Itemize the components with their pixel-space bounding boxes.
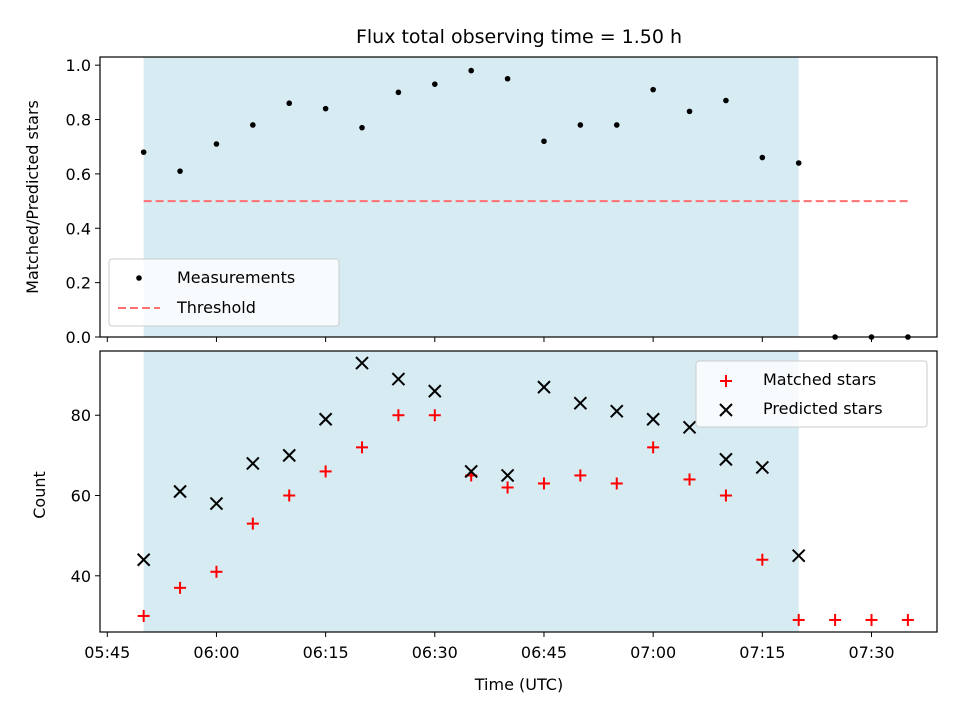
legend-predicted-label: Predicted stars: [763, 399, 883, 418]
matched-star-point: [683, 473, 696, 486]
predicted-star-point: [610, 404, 624, 418]
top-legend-box: [108, 258, 340, 327]
top-y-tick-label: 0.2: [66, 274, 91, 293]
top-y-tick-label: 0.0: [66, 328, 91, 347]
predicted-star-point: [646, 412, 660, 426]
bottom-panel: 40 60 80 05:45 06:00 06:15 06:30 06:45 07:00 07:…: [30, 350, 938, 694]
measurement-point: [468, 67, 474, 74]
legend-predicted-marker: [719, 403, 733, 417]
measurement-point: [359, 124, 365, 131]
x-tick-label: 06:00: [193, 643, 239, 662]
bottom-legend: Matched stars Predicted stars: [695, 360, 928, 428]
matched-star-point: [501, 481, 514, 494]
bottom-axes-frame: [99, 350, 938, 633]
measurement-point: [759, 154, 766, 161]
matched-star-point: [283, 489, 296, 502]
legend-matched-label: Matched stars: [763, 370, 876, 389]
bottom-legend-box: [695, 360, 928, 428]
predicted-star-point: [428, 384, 442, 398]
top-y-tick-label: 1.0: [66, 56, 91, 75]
matched-star-point: [792, 613, 805, 626]
x-tick-label: 05:45: [84, 643, 130, 662]
matched-star-point: [719, 489, 732, 502]
matched-star-point: [356, 441, 369, 454]
measurement-point: [686, 108, 693, 115]
matched-star-point: [647, 441, 660, 454]
measurement-point: [795, 160, 802, 166]
predicted-star-point: [573, 396, 588, 410]
predicted-star-point: [246, 456, 260, 471]
matched-star-point: [246, 517, 259, 530]
top-axes-frame: [99, 56, 938, 338]
legend-matched-marker: [720, 375, 732, 387]
matched-star-point: [428, 409, 441, 422]
matched-star-point: [537, 477, 550, 490]
measurement-point: [577, 122, 584, 128]
predicted-star-point: [173, 484, 187, 499]
measurement-point: [723, 97, 729, 104]
chart-title: Flux total observing time = 1.50 h: [356, 26, 682, 48]
measurement-point: [504, 75, 511, 82]
predicted-star-point: [464, 464, 478, 479]
measurement-point: [177, 168, 183, 174]
measurement-point: [286, 100, 293, 107]
x-tick-label: 06:15: [303, 643, 349, 662]
legend-threshold-label: Threshold: [176, 298, 256, 317]
x-tick-label: 07:00: [630, 643, 676, 662]
matched-star-point: [901, 613, 914, 626]
matched-star-point: [137, 609, 150, 622]
matched-star-point: [210, 565, 223, 578]
top-legend: Measurements Threshold: [108, 258, 340, 327]
matched-star-point: [865, 613, 878, 626]
bot-y-tick-label: 40: [71, 567, 91, 586]
top-y-tick-label: 0.4: [66, 219, 91, 238]
x-tick-label: 07:15: [739, 643, 785, 662]
predicted-star-point: [318, 412, 333, 426]
matched-star-point: [829, 613, 842, 626]
legend-measurements-marker: [136, 275, 142, 281]
predicted-star-point: [755, 460, 770, 475]
legend-measurements-label: Measurements: [177, 268, 295, 287]
predicted-star-point: [355, 356, 369, 370]
predicted-star-point: [391, 372, 406, 386]
predicted-star-point: [282, 448, 296, 463]
x-axis-label: Time (UTC): [474, 675, 563, 694]
matched-star-point: [610, 477, 623, 490]
matched-star-point: [756, 553, 769, 566]
top-y-tick-label: 0.6: [66, 165, 91, 184]
predicted-star-point: [537, 380, 551, 394]
x-tick-label: 06:45: [521, 643, 567, 662]
observing-window-bottom: [143, 351, 799, 632]
measurement-point: [432, 81, 438, 87]
x-tick-label: 07:30: [848, 643, 894, 662]
predicted-star-point: [136, 553, 151, 567]
top-y-tick-label: 0.8: [66, 111, 91, 130]
bot-y-tick-label: 80: [71, 406, 91, 425]
matched-star-point: [319, 465, 332, 478]
bottom-y-axis-label: Count: [30, 471, 49, 519]
measurement-point: [140, 149, 147, 155]
measurement-point: [395, 89, 402, 96]
measurement-point: [613, 122, 620, 128]
top-panel: 0.0 0.2 0.4 0.6 0.8 1.0 Matched/Predicted sta…: [23, 56, 938, 347]
measurement-point: [250, 122, 256, 128]
measurement-point: [541, 138, 547, 145]
predicted-star-point: [500, 468, 515, 483]
measurement-point: [322, 105, 329, 112]
predicted-star-point: [719, 452, 733, 467]
measurement-point: [213, 141, 220, 147]
top-y-axis-label: Matched/Predicted stars: [23, 100, 42, 294]
x-tick-label: 06:30: [412, 643, 458, 662]
matched-star-point: [174, 581, 187, 594]
matched-star-point: [392, 409, 405, 422]
matched-star-point: [574, 469, 587, 482]
bot-y-tick-label: 60: [71, 487, 91, 506]
measurement-point: [650, 86, 656, 93]
predicted-star-point: [209, 496, 224, 511]
predicted-star-point: [682, 420, 697, 434]
predicted-star-point: [792, 549, 806, 563]
